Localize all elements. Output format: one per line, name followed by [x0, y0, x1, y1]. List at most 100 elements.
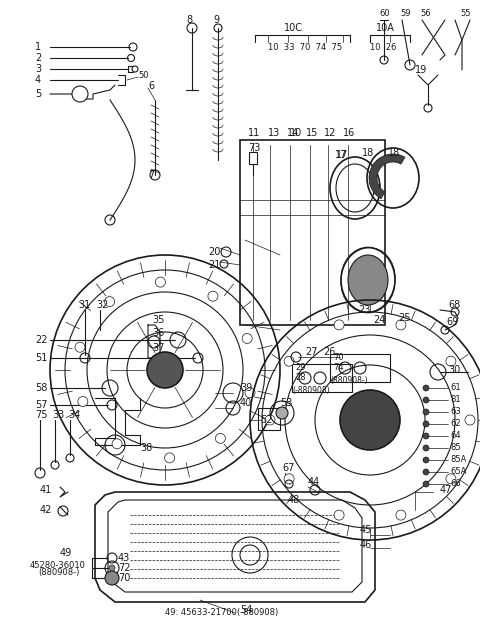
- Text: 60: 60: [379, 9, 390, 19]
- Text: 4: 4: [35, 75, 41, 85]
- Text: 35: 35: [152, 315, 164, 325]
- Text: 38: 38: [140, 443, 152, 453]
- Circle shape: [276, 407, 288, 419]
- Text: 6: 6: [148, 81, 154, 91]
- Circle shape: [423, 469, 429, 475]
- Circle shape: [147, 352, 183, 388]
- Text: 52: 52: [260, 415, 273, 425]
- Text: 11: 11: [248, 128, 260, 138]
- Text: 18: 18: [388, 148, 400, 158]
- Text: 34: 34: [68, 410, 80, 420]
- Text: 7: 7: [148, 170, 154, 180]
- Text: 41: 41: [40, 485, 52, 495]
- Text: 66: 66: [450, 479, 461, 489]
- Text: 16: 16: [343, 128, 355, 138]
- Circle shape: [284, 356, 294, 366]
- Circle shape: [334, 510, 344, 520]
- Text: 55: 55: [460, 9, 470, 19]
- Text: 53: 53: [280, 398, 292, 408]
- Text: 19: 19: [415, 65, 427, 75]
- Bar: [249, 152, 257, 164]
- Text: 36: 36: [152, 328, 164, 338]
- Text: 30: 30: [448, 365, 460, 375]
- Text: 17: 17: [336, 150, 348, 160]
- Wedge shape: [369, 154, 405, 199]
- Text: 29: 29: [295, 364, 305, 373]
- Text: 10C: 10C: [284, 23, 302, 33]
- Circle shape: [245, 388, 255, 397]
- Text: 15: 15: [306, 128, 318, 138]
- Text: 12: 12: [324, 128, 336, 138]
- Text: 50: 50: [138, 71, 148, 79]
- Circle shape: [216, 434, 226, 444]
- Circle shape: [396, 320, 406, 330]
- Circle shape: [105, 571, 119, 585]
- Text: 70: 70: [118, 573, 131, 583]
- Circle shape: [396, 510, 406, 520]
- Text: 26: 26: [323, 347, 336, 357]
- Text: 20: 20: [208, 247, 220, 257]
- Text: 70: 70: [333, 354, 344, 363]
- Text: 45: 45: [360, 525, 372, 535]
- Circle shape: [265, 415, 275, 425]
- Text: 48: 48: [288, 495, 300, 505]
- Text: 64: 64: [450, 432, 461, 441]
- Text: 49: 45633-21700(-880908): 49: 45633-21700(-880908): [165, 608, 278, 618]
- Text: 47: 47: [440, 485, 452, 495]
- Text: (880908-): (880908-): [38, 568, 79, 577]
- Text: 3: 3: [35, 64, 41, 74]
- Text: 73: 73: [248, 143, 260, 153]
- Text: 45280-36010: 45280-36010: [30, 560, 86, 570]
- Text: 51: 51: [35, 353, 48, 363]
- Text: 74: 74: [333, 364, 344, 373]
- Circle shape: [334, 320, 344, 330]
- Circle shape: [446, 474, 456, 484]
- Circle shape: [465, 415, 475, 425]
- Text: 81: 81: [450, 396, 461, 404]
- Text: 61: 61: [450, 384, 461, 392]
- Text: 37: 37: [152, 343, 164, 353]
- Text: 62: 62: [450, 419, 461, 429]
- Circle shape: [105, 296, 115, 306]
- Text: 25: 25: [398, 313, 410, 323]
- Text: 39: 39: [240, 383, 252, 393]
- Bar: [292, 364, 352, 392]
- Text: 31: 31: [78, 300, 90, 310]
- Text: 18: 18: [362, 148, 374, 158]
- Circle shape: [446, 356, 456, 366]
- Text: 56: 56: [420, 9, 431, 19]
- Text: (-880908): (-880908): [292, 386, 330, 394]
- Circle shape: [72, 86, 88, 102]
- Bar: [330, 354, 390, 382]
- Text: 1: 1: [35, 42, 41, 52]
- Text: (880908-): (880908-): [330, 376, 368, 384]
- Text: 17: 17: [335, 150, 348, 160]
- Circle shape: [165, 453, 175, 463]
- Text: 68: 68: [448, 300, 460, 310]
- Text: 57: 57: [35, 400, 48, 410]
- Text: 65A: 65A: [450, 467, 467, 477]
- Bar: [240, 140, 385, 325]
- Text: 2: 2: [35, 53, 41, 63]
- Text: 10  26: 10 26: [370, 44, 396, 52]
- Circle shape: [423, 445, 429, 451]
- Circle shape: [242, 333, 252, 343]
- Circle shape: [423, 481, 429, 487]
- Ellipse shape: [348, 255, 388, 305]
- Text: 63: 63: [450, 407, 461, 416]
- Text: 58: 58: [35, 383, 48, 393]
- Text: 10  33  70  74  75: 10 33 70 74 75: [268, 44, 342, 52]
- Circle shape: [78, 396, 88, 407]
- Text: 42: 42: [40, 505, 52, 515]
- Circle shape: [423, 397, 429, 403]
- Text: 8: 8: [186, 15, 192, 25]
- Text: 28: 28: [295, 374, 306, 383]
- Circle shape: [423, 433, 429, 439]
- Circle shape: [423, 385, 429, 391]
- Text: 40: 40: [240, 398, 252, 408]
- Text: 75: 75: [35, 410, 48, 420]
- Circle shape: [423, 421, 429, 427]
- Circle shape: [109, 565, 115, 571]
- Text: 9: 9: [213, 15, 219, 25]
- Text: 72: 72: [118, 563, 131, 573]
